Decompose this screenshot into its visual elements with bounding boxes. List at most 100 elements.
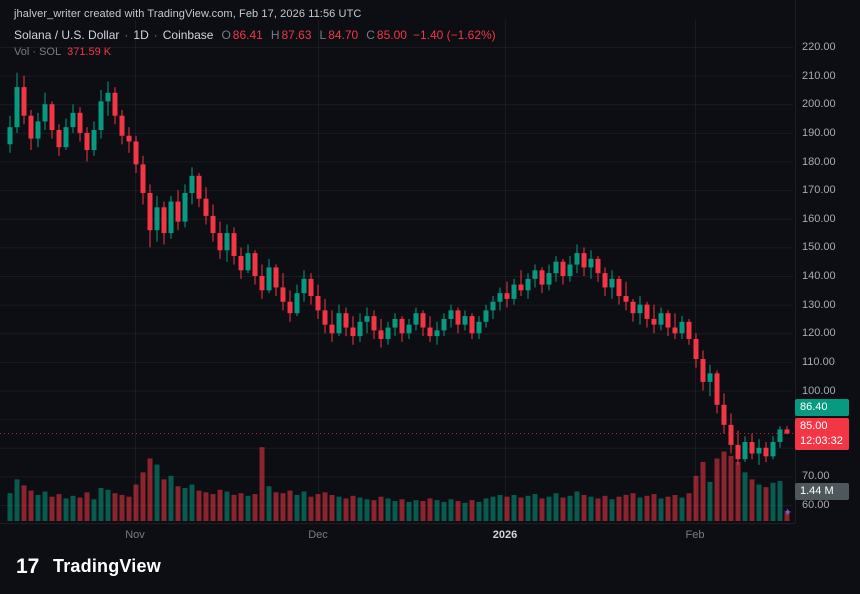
volume-bar bbox=[476, 501, 482, 521]
volume-bar bbox=[210, 494, 216, 521]
candle-body bbox=[154, 207, 160, 231]
tradingview-logo-text: TradingView bbox=[53, 555, 161, 576]
candle-body bbox=[427, 327, 433, 337]
volume-bar bbox=[427, 498, 433, 521]
ohlc-high-label: H bbox=[270, 28, 280, 42]
volume-bar bbox=[63, 498, 69, 521]
candle-body bbox=[413, 313, 419, 325]
candle-body bbox=[483, 310, 489, 322]
volume-bar bbox=[371, 500, 377, 521]
candle-body bbox=[770, 442, 776, 457]
last-price-value: 85.00 bbox=[800, 420, 828, 433]
candle-body bbox=[497, 293, 503, 302]
candle-body bbox=[700, 359, 706, 382]
candle-body bbox=[196, 175, 202, 199]
tradingview-logo[interactable]: 17 TradingView bbox=[16, 554, 161, 578]
candle-body bbox=[112, 92, 118, 116]
candle-body bbox=[287, 301, 293, 314]
volume-bar bbox=[280, 493, 286, 521]
volume-bar bbox=[315, 494, 321, 521]
candle-body bbox=[371, 316, 377, 331]
price-axis[interactable]: 220.00 210.00 200.00 190.00 180.00 170.00 160.… bbox=[795, 0, 860, 523]
volume-bar bbox=[777, 481, 783, 521]
candle-body bbox=[259, 276, 265, 291]
volume-bar bbox=[728, 455, 734, 521]
volume-bar bbox=[602, 495, 608, 521]
candle-body bbox=[266, 267, 272, 291]
candle-body bbox=[686, 321, 692, 339]
candle-body bbox=[14, 87, 20, 128]
time-axis-label: Feb bbox=[685, 529, 705, 541]
price-axis-label: 70.00 bbox=[802, 470, 830, 483]
candle-body bbox=[294, 293, 300, 314]
candle-body bbox=[602, 273, 608, 288]
candle-body bbox=[588, 258, 594, 268]
candle-body bbox=[665, 313, 671, 328]
chart-canvas[interactable]: ✦ bbox=[0, 0, 795, 523]
volume-bar bbox=[553, 493, 559, 521]
candle-body bbox=[469, 316, 475, 334]
time-axis[interactable]: Nov Dec 2026 Feb bbox=[0, 523, 795, 546]
volume-bar bbox=[518, 497, 524, 521]
volume-bar bbox=[91, 499, 97, 521]
candle-body bbox=[315, 296, 321, 311]
volume-bar bbox=[392, 501, 398, 521]
candle-body bbox=[721, 404, 727, 425]
exchange-label[interactable]: Coinbase bbox=[162, 28, 214, 42]
candle-body bbox=[224, 233, 230, 251]
volume-bar bbox=[483, 498, 489, 521]
candle-body bbox=[672, 327, 678, 334]
symbol-title[interactable]: Solana / U.S. Dollar bbox=[14, 28, 120, 42]
candle-body bbox=[147, 192, 153, 231]
candle-body bbox=[679, 321, 685, 334]
volume-bar bbox=[322, 492, 328, 521]
candle-body bbox=[308, 278, 314, 297]
volume-bar bbox=[49, 496, 55, 521]
candle-body bbox=[525, 278, 531, 291]
volume-bar bbox=[784, 512, 790, 521]
volume-bar bbox=[294, 494, 300, 521]
candle-body bbox=[595, 258, 601, 274]
volume-bar bbox=[385, 498, 391, 521]
candle-body bbox=[385, 327, 391, 339]
candle-body bbox=[504, 293, 510, 299]
candle-body bbox=[273, 267, 279, 288]
volume-bar bbox=[497, 494, 503, 521]
volume-bar bbox=[420, 501, 426, 521]
candle-body bbox=[343, 313, 349, 328]
volume-bar bbox=[623, 494, 629, 521]
volume-bar bbox=[630, 493, 636, 521]
volume-label: Vol · SOL bbox=[14, 46, 62, 58]
ohlc-open-value: 86.41 bbox=[232, 28, 263, 42]
symbol-legend[interactable]: Solana / U.S. Dollar · 1D · Coinbase O 86.41 H 8… bbox=[14, 28, 496, 42]
volume-bar bbox=[343, 498, 349, 521]
volume-bar bbox=[119, 494, 125, 521]
volume-bar bbox=[672, 494, 678, 521]
timeframe-label[interactable]: 1D bbox=[133, 28, 149, 42]
candle-body bbox=[336, 313, 342, 334]
candle-body bbox=[518, 284, 524, 291]
candle-body bbox=[777, 429, 783, 443]
volume-bar bbox=[714, 458, 720, 521]
candle-body bbox=[126, 135, 132, 142]
candle-body bbox=[217, 233, 223, 251]
candle-body bbox=[714, 373, 720, 405]
volume-bar bbox=[637, 497, 643, 521]
candle-body bbox=[644, 304, 650, 319]
candle-body bbox=[63, 127, 69, 148]
volume-bar bbox=[441, 501, 447, 521]
candle-body bbox=[357, 321, 363, 337]
candle-body bbox=[350, 327, 356, 337]
volume-legend[interactable]: Vol · SOL 371.59 K bbox=[14, 46, 111, 58]
volume-bar bbox=[504, 496, 510, 521]
candle-body bbox=[651, 318, 657, 325]
volume-bar bbox=[301, 491, 307, 521]
volume-bar bbox=[329, 494, 335, 521]
price-axis-label: 200.00 bbox=[802, 98, 836, 111]
price-axis-label: 110.00 bbox=[802, 355, 835, 368]
volume-axis-badge: 1.44 M bbox=[795, 483, 849, 500]
tradingview-logo-icon: 17 bbox=[16, 555, 39, 578]
volume-bar bbox=[567, 495, 573, 521]
volume-bar bbox=[175, 486, 181, 521]
separator-dot: · bbox=[124, 28, 129, 42]
